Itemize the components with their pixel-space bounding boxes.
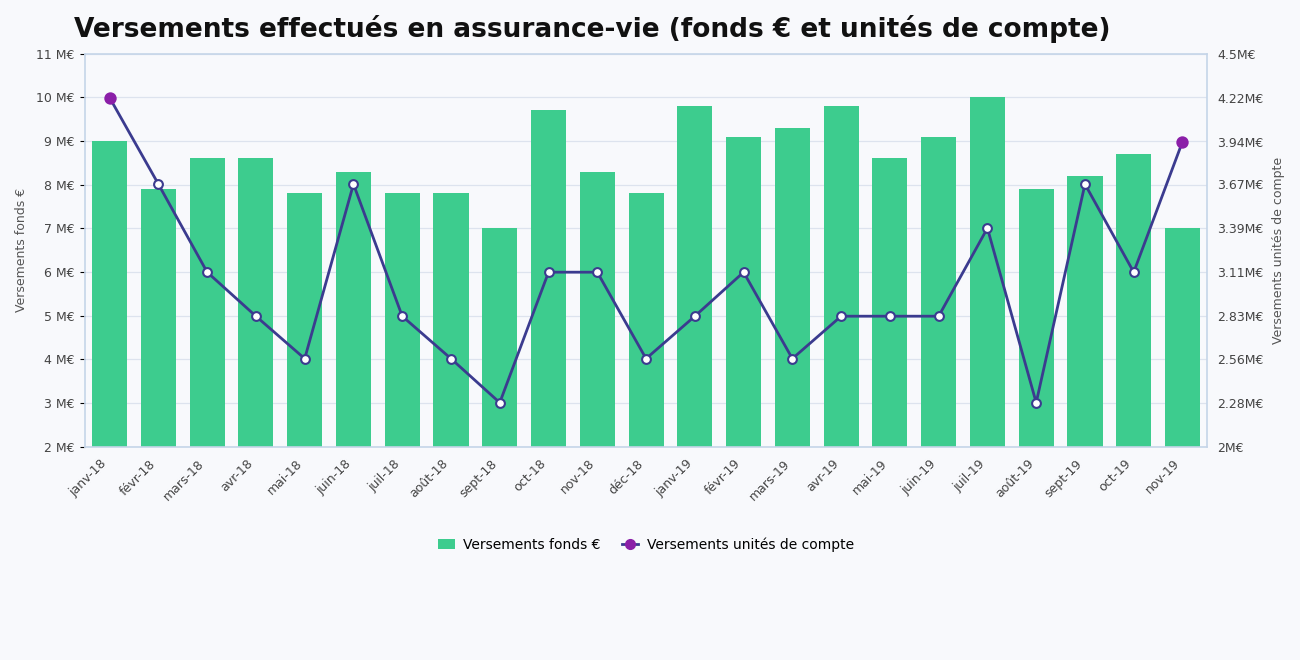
Bar [482,228,517,447]
Point [196,267,217,277]
Point [1026,397,1046,408]
Bar [287,193,322,447]
Bar [677,106,712,447]
Point [441,353,462,364]
Bar [238,158,273,447]
Text: Versements effectués en assurance-vie (fonds € et unités de compte): Versements effectués en assurance-vie (f… [74,15,1110,43]
Bar [190,158,225,447]
Point [391,311,412,321]
Bar [922,137,957,447]
Bar [140,189,176,447]
Y-axis label: Versements unités de compte: Versements unités de compte [1271,156,1284,344]
Point [1173,137,1193,147]
Legend: Versements fonds €, Versements unités de compte: Versements fonds €, Versements unités de… [433,532,859,558]
Point [1075,179,1096,189]
Bar [1019,189,1054,447]
Bar [92,141,127,447]
Bar [1117,154,1152,447]
Point [684,311,705,321]
Bar [433,193,468,447]
Bar [725,137,762,447]
Point [783,353,803,364]
Point [489,397,510,408]
Point [928,311,949,321]
Bar [530,110,566,447]
Point [148,179,169,189]
Bar [1165,228,1200,447]
Point [246,311,266,321]
Point [636,353,656,364]
Point [831,311,852,321]
Point [294,353,315,364]
Point [343,179,364,189]
Bar [335,172,370,447]
Bar [872,158,907,447]
Bar [824,106,859,447]
Point [586,267,607,277]
Bar [628,193,663,447]
Point [880,311,901,321]
Bar [580,172,615,447]
Y-axis label: Versements fonds €: Versements fonds € [16,188,29,312]
Bar [385,193,420,447]
Point [99,92,120,103]
Bar [970,97,1005,447]
Point [733,267,754,277]
Point [1123,267,1144,277]
Bar [775,128,810,447]
Point [978,223,998,234]
Point [538,267,559,277]
Bar [1067,176,1102,447]
